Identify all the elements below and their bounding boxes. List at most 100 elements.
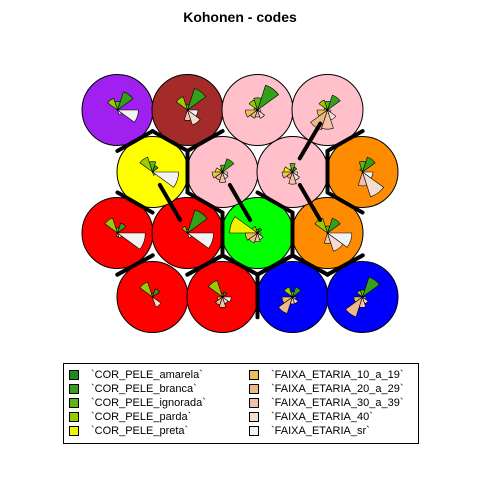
som-units [81, 74, 399, 333]
code-segment [256, 232, 262, 236]
code-segment [361, 171, 385, 198]
code-segment [186, 232, 214, 249]
code-segment [256, 84, 280, 111]
cluster-boundary-line [325, 253, 365, 277]
legend-item: `FAIXA_ETARIA_20_a_29` [249, 382, 403, 396]
cluster-boundary-line [157, 183, 183, 222]
code-segment [278, 296, 294, 314]
code-segment [221, 171, 229, 179]
legend-item: `FAIXA_ETARIA_30_a_39` [249, 396, 403, 410]
code-segment [218, 171, 227, 183]
code-segment [318, 99, 329, 111]
code-segment [151, 296, 162, 308]
legend: `COR_PELE_amarela` `COR_PELE_branca` `COR_… [63, 363, 419, 444]
legend-swatch [249, 398, 259, 408]
code-segment [208, 280, 224, 298]
code-segment [221, 171, 229, 176]
code-segment [221, 158, 235, 173]
code-segment [256, 109, 265, 119]
som-unit [151, 197, 224, 269]
cluster-boundary-line [115, 129, 155, 153]
code-segment [107, 98, 119, 111]
code-segment [139, 156, 154, 173]
code-segment [253, 97, 262, 111]
code-segment [116, 232, 146, 250]
cluster-boundary-line [290, 253, 330, 277]
cluster-boundary-line [185, 129, 225, 153]
legend-label: `FAIXA_ETARIA_10_a_19` [271, 369, 404, 381]
code-segment [358, 161, 367, 173]
code-segment [321, 109, 334, 130]
som-unit [81, 74, 154, 146]
legend-item: `FAIXA_ETARIA_sr` [249, 424, 403, 438]
legend-label: `COR_PELE_parda` [91, 411, 192, 423]
code-segment [139, 281, 154, 298]
som-unit [291, 74, 364, 146]
code-segment [245, 109, 259, 118]
legend-swatch [69, 412, 79, 422]
cluster-boundary-line [297, 121, 323, 161]
code-segment [256, 232, 264, 240]
code-segment [248, 99, 259, 111]
legend-label: `FAIXA_ETARIA_30_a_39` [271, 397, 404, 409]
code-segment [358, 296, 367, 308]
legend-item: `COR_PELE_branca` [69, 382, 206, 396]
code-segment [310, 109, 329, 131]
code-segment [181, 226, 189, 234]
legend-item: `FAIXA_ETARIA_10_a_19` [249, 368, 403, 382]
code-segment [248, 232, 259, 244]
legend-label: `COR_PELE_preta` [91, 425, 189, 437]
som-unit [256, 261, 329, 333]
code-segment [359, 168, 364, 173]
legend-swatch [249, 370, 259, 380]
code-segment [291, 286, 302, 298]
code-segment [175, 96, 189, 111]
code-segment [288, 171, 297, 185]
legend-swatch [249, 412, 259, 422]
code-segment [116, 109, 139, 123]
legend-item: `COR_PELE_ignorada` [69, 396, 206, 410]
code-segment [361, 156, 376, 173]
cluster-boundary-line [255, 253, 295, 277]
legend-swatch [249, 384, 259, 394]
code-segment [291, 296, 299, 304]
code-segment [151, 171, 179, 188]
code-segment [221, 291, 228, 298]
som-unit [116, 136, 189, 208]
legend-swatch [249, 426, 259, 436]
code-segment [245, 232, 259, 241]
code-segment [361, 171, 374, 179]
code-segment [326, 109, 332, 113]
code-segment [289, 163, 296, 173]
code-segment [186, 88, 207, 111]
cluster-boundary-line [115, 253, 155, 277]
cluster-boundary-line [255, 190, 295, 215]
code-segment [250, 109, 259, 119]
legend-label: `COR_PELE_amarela` [91, 369, 203, 381]
som-unit [81, 197, 154, 269]
code-segment [218, 296, 227, 308]
som-unit [291, 197, 364, 269]
code-segment [326, 109, 337, 121]
code-segment [356, 290, 364, 298]
som-unit [186, 261, 259, 333]
code-segment [256, 109, 262, 113]
som-unit [116, 261, 189, 333]
cluster-boundary-line [220, 253, 260, 277]
code-segment [345, 296, 364, 318]
legend-item: `COR_PELE_preta` [69, 424, 206, 438]
code-segment [326, 94, 341, 111]
legend-label: `COR_PELE_ignorada` [91, 397, 206, 409]
code-segment [291, 171, 299, 176]
code-segment [151, 288, 160, 298]
code-segment [291, 296, 297, 300]
cluster-boundary-line [325, 129, 365, 153]
cluster-boundary-line [150, 129, 190, 153]
code-segment [326, 217, 341, 234]
code-segment [291, 171, 300, 181]
code-segment [186, 109, 199, 117]
code-segment [361, 276, 380, 298]
som-unit [256, 136, 329, 208]
legend-swatch [69, 370, 79, 380]
